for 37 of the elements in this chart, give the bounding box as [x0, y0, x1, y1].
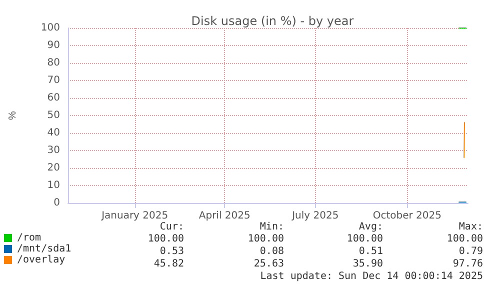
text: 100.00	[148, 234, 184, 244]
y-tick-label: 60	[47, 92, 60, 104]
chart-title: Disk usage (in %) - by year	[191, 14, 354, 28]
text: Avg:	[358, 222, 383, 232]
text: 25.63	[254, 258, 284, 270]
y-axis-title: %	[8, 110, 18, 120]
text: 35.90	[352, 258, 383, 270]
text: 0.51	[358, 246, 383, 257]
y-tick-label: 10	[47, 180, 60, 191]
text: 100.00	[248, 234, 284, 244]
text: Min:	[260, 222, 284, 232]
y-tick-label: 40	[47, 128, 60, 138]
text: 100.00	[346, 234, 383, 244]
y-tick-label: 70	[47, 75, 60, 86]
legend-label: /rom	[17, 232, 42, 244]
text: Cur:	[160, 222, 184, 232]
x-tick-label: October 2025	[372, 210, 442, 222]
text: 0.08	[260, 246, 284, 257]
x-tick-label: January 2025	[100, 210, 168, 222]
text: 0.53	[160, 246, 184, 257]
text: 45.82	[154, 258, 184, 270]
y-tick-label: 50	[47, 110, 60, 121]
y-tick-label: 100	[40, 22, 60, 34]
text: Max:	[458, 222, 483, 232]
text: 100.00	[446, 234, 483, 244]
x-tick-label: July 2025	[291, 210, 339, 222]
legend-label: /overlay	[17, 254, 66, 266]
x-tick-label: April 2025	[198, 210, 250, 222]
text: 97.76	[452, 258, 483, 270]
text: Last update: Sun Dec 14 00:00:14 2025	[260, 271, 483, 282]
legend-label: /mnt/sda1	[17, 244, 72, 254]
y-tick-label: 90	[47, 40, 60, 51]
y-tick-label: 20	[47, 162, 60, 174]
y-tick-label: 0	[54, 198, 60, 208]
text: 0.79	[458, 246, 483, 257]
y-tick-label: 80	[47, 58, 60, 68]
y-tick-label: 30	[47, 145, 60, 156]
